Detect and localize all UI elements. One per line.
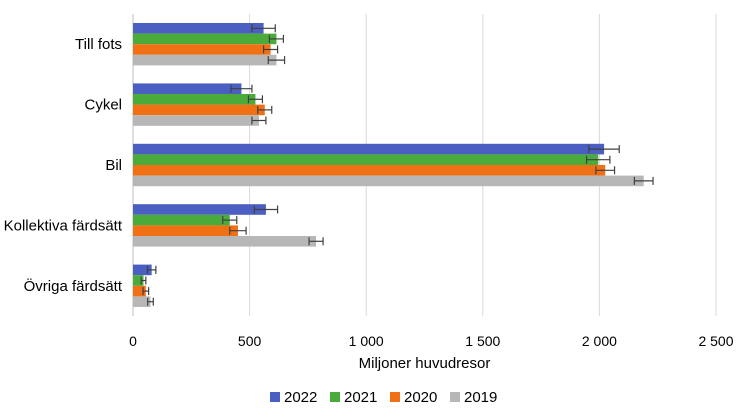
- bar: [133, 94, 256, 105]
- category-label: Cykel: [84, 97, 122, 114]
- bar: [133, 104, 265, 116]
- category-label: Kollektiva färdsätt: [4, 217, 123, 234]
- bar: [133, 236, 317, 247]
- legend-label: 2019: [464, 389, 497, 406]
- legend-label: 2022: [284, 389, 317, 406]
- bar: [133, 83, 242, 94]
- bar: [133, 154, 599, 165]
- legend-swatch: [270, 392, 280, 402]
- legend-label: 2020: [404, 389, 437, 406]
- bar: [133, 33, 277, 45]
- category-label: Övriga färdsätt: [24, 277, 123, 295]
- x-tick-label: 1 500: [465, 333, 500, 349]
- bar: [133, 54, 277, 66]
- bar: [133, 44, 271, 55]
- bar: [133, 115, 259, 126]
- bar: [133, 175, 644, 187]
- x-tick-labels: 0 500 1 000 1 500 2 000 2 500: [129, 333, 734, 349]
- category-label: Bil: [105, 157, 122, 174]
- category-label: Till fots: [75, 36, 122, 53]
- legend: 2022 2021 2020 2019: [270, 389, 497, 406]
- bars: [133, 23, 644, 307]
- x-tick-label: 2 500: [698, 333, 733, 349]
- bar: [133, 165, 606, 176]
- bar: [133, 143, 605, 155]
- bar: [133, 23, 264, 34]
- x-tick-label: 500: [238, 333, 262, 349]
- bar: [133, 264, 152, 276]
- bar: [133, 275, 144, 286]
- bar: [133, 296, 151, 307]
- bar: [133, 285, 146, 297]
- bar: [133, 214, 230, 226]
- legend-swatch: [330, 392, 340, 402]
- legend-label: 2021: [344, 389, 377, 406]
- legend-swatch: [390, 392, 400, 402]
- x-tick-label: 1 000: [349, 333, 384, 349]
- error-bars: [140, 24, 654, 306]
- x-tick-label: 2 000: [582, 333, 617, 349]
- x-tick-label: 0: [129, 333, 137, 349]
- x-axis-title: Miljoner huvudresor: [359, 355, 491, 372]
- category-labels: Till fots Cykel Bil Kollektiva färdsätt Övri…: [4, 36, 123, 295]
- bar: [133, 225, 238, 236]
- legend-swatch: [450, 392, 460, 402]
- bar: [133, 204, 266, 215]
